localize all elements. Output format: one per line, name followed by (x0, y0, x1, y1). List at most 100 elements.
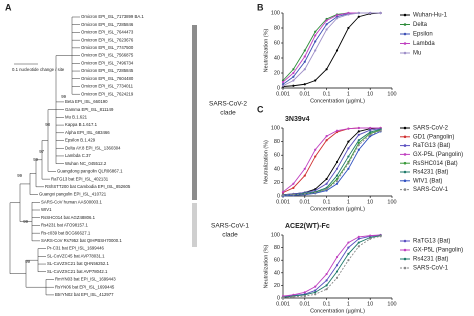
data-point (379, 11, 382, 15)
x-axis-label: Concentration (µg/mL) (310, 98, 365, 104)
clade-label: clade (222, 232, 238, 239)
data-point (314, 285, 317, 288)
x-tick-label: 0.001 (276, 91, 290, 97)
data-point (335, 17, 339, 20)
data-point (325, 279, 328, 282)
legend-marker (403, 51, 407, 55)
legend-label: Rs4231 (Bat) (413, 170, 448, 176)
series-line (282, 12, 381, 87)
leaf-label: RsYN06 bat EPI_ISL_1699445 (55, 284, 115, 289)
panel-label: A (5, 2, 12, 12)
data-point (314, 289, 317, 292)
legend-marker (403, 248, 407, 252)
series-line (282, 234, 381, 297)
data-point (314, 155, 317, 158)
y-tick-label: 80 (274, 245, 280, 251)
x-tick-label: 0.01 (299, 301, 310, 307)
data-point (325, 284, 328, 287)
leaf-label: Epsilon B.1.429 (65, 138, 96, 143)
data-point (357, 133, 360, 136)
legend-marker (403, 188, 407, 191)
data-point (335, 276, 339, 279)
data-point (325, 68, 328, 71)
leaf-label: RaTG13 bat EPI_ISL_402131 (51, 176, 109, 181)
data-point (292, 68, 295, 71)
y-axis-label: Neutralization (%) (263, 244, 269, 288)
data-point (369, 128, 372, 132)
legend-marker (403, 239, 407, 243)
data-point (325, 19, 328, 22)
data-point (347, 162, 350, 165)
bootstrap-label: 99 (23, 219, 28, 224)
y-tick-label: 60 (274, 153, 280, 159)
data-point (303, 60, 306, 63)
data-point (292, 186, 295, 189)
legend-marker (403, 13, 407, 17)
chart-title: 3N39v4 (285, 116, 310, 123)
y-tick-label: 20 (274, 283, 280, 289)
series-line (282, 127, 381, 193)
data-point (314, 34, 317, 37)
leaf-label: SL-CoVZXC21 bat QHN56252.1 (47, 261, 109, 266)
data-point (281, 296, 285, 299)
data-point (335, 14, 339, 17)
y-tick-label: 60 (274, 258, 280, 264)
data-point (281, 84, 285, 87)
x-tick-label: 100 (387, 91, 396, 97)
x-tick-label: 10 (367, 301, 373, 307)
data-point (303, 192, 306, 196)
legend-label: Lambda (413, 41, 435, 47)
x-tick-label: 100 (387, 301, 396, 307)
data-point (335, 182, 339, 185)
chart-title: ACE2(WT)-Fc (285, 223, 330, 230)
data-point (357, 130, 360, 133)
data-point (314, 40, 317, 43)
data-point (335, 129, 339, 132)
data-point (303, 68, 306, 71)
bootstrap-label: 99 (33, 157, 38, 162)
series-line (282, 235, 381, 298)
bootstrap-label: 99 (17, 173, 22, 178)
y-tick-label: 40 (274, 270, 280, 276)
series-line (282, 130, 381, 197)
data-point (369, 11, 372, 15)
series-line (282, 235, 381, 298)
leaf-label: Omicron EPI_ISL_7623676 (81, 37, 134, 42)
y-tick-label: 0 (277, 85, 280, 91)
data-point (292, 182, 295, 185)
legend-marker (403, 144, 407, 147)
y-tick-label: 100 (271, 125, 280, 131)
data-point (347, 155, 350, 158)
data-point (335, 264, 339, 267)
leaf-label: Wuhan NC_045512.2 (65, 161, 107, 166)
data-point (335, 160, 339, 164)
data-point (292, 295, 295, 298)
legend-marker (403, 23, 407, 26)
y-axis-label: Neutralization (%) (263, 28, 269, 72)
data-point (303, 167, 306, 170)
x-tick-label: 0.1 (323, 199, 331, 205)
data-point (357, 245, 360, 248)
data-point (314, 49, 317, 52)
leaf-label: Omicron EPI_ISL_7173899 BA.1 (81, 14, 144, 19)
clade-label: SARS-CoV-1 (211, 223, 249, 230)
bootstrap-label: 97 (39, 149, 44, 154)
data-point (292, 84, 295, 87)
clade-bar (192, 203, 197, 247)
data-point (303, 174, 306, 177)
data-point (347, 246, 350, 249)
leaf-label: Omicron EPI_ISL_7566875 (81, 53, 134, 58)
data-point (335, 179, 339, 183)
data-point (325, 182, 328, 185)
data-point (335, 177, 339, 181)
leaf-label: Guangxi pangolin EPI_ISL_410721 (39, 192, 107, 197)
data-point (369, 133, 372, 136)
leaf-label: RsSHC014 bat AGZ48806.1 (41, 215, 96, 220)
data-point (369, 237, 372, 240)
legend-label: GX-P5L (Pangolin) (413, 248, 463, 254)
leaf-label: Lambda C.37 (65, 153, 91, 158)
data-point (314, 148, 317, 151)
clade-label: SARS-CoV-2 (209, 101, 247, 108)
data-point (379, 235, 382, 238)
series-line (282, 130, 381, 196)
